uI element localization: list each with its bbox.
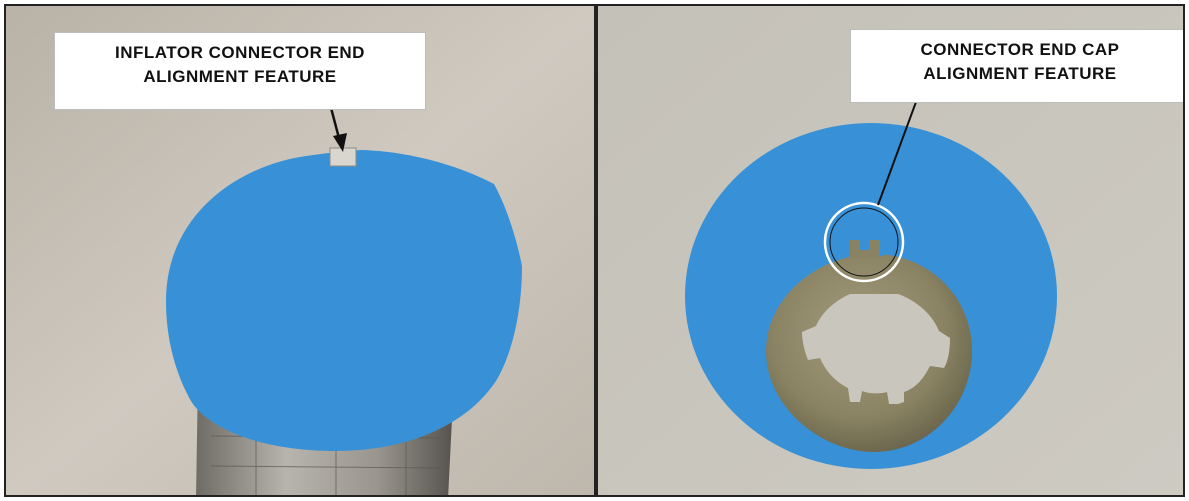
- right-photo-panel: CONNECTOR END CAP ALIGNMENT FEATURE: [596, 4, 1185, 497]
- callout-line-1: CONNECTOR END CAP: [920, 40, 1120, 59]
- highlight-circle-inner: [829, 207, 899, 277]
- end-cap-alignment-notch: [850, 240, 880, 258]
- callout-line-2: ALIGNMENT FEATURE: [923, 64, 1117, 83]
- callout-leader-line: [877, 101, 917, 206]
- callout-arrowhead: [333, 133, 347, 152]
- callout-line-1: INFLATOR CONNECTOR END: [115, 43, 365, 62]
- left-photo-panel: INFLATOR CONNECTOR END ALIGNMENT FEATURE: [4, 4, 596, 497]
- end-cap-callout: CONNECTOR END CAP ALIGNMENT FEATURE: [850, 29, 1183, 103]
- inflator-connector-callout: INFLATOR CONNECTOR END ALIGNMENT FEATURE: [54, 32, 426, 110]
- highlight-circle-outer: [823, 201, 905, 283]
- end-cap-keyed-opening: [802, 294, 950, 404]
- redacted-inflator-top: [166, 150, 522, 451]
- callout-line-2: ALIGNMENT FEATURE: [143, 67, 337, 86]
